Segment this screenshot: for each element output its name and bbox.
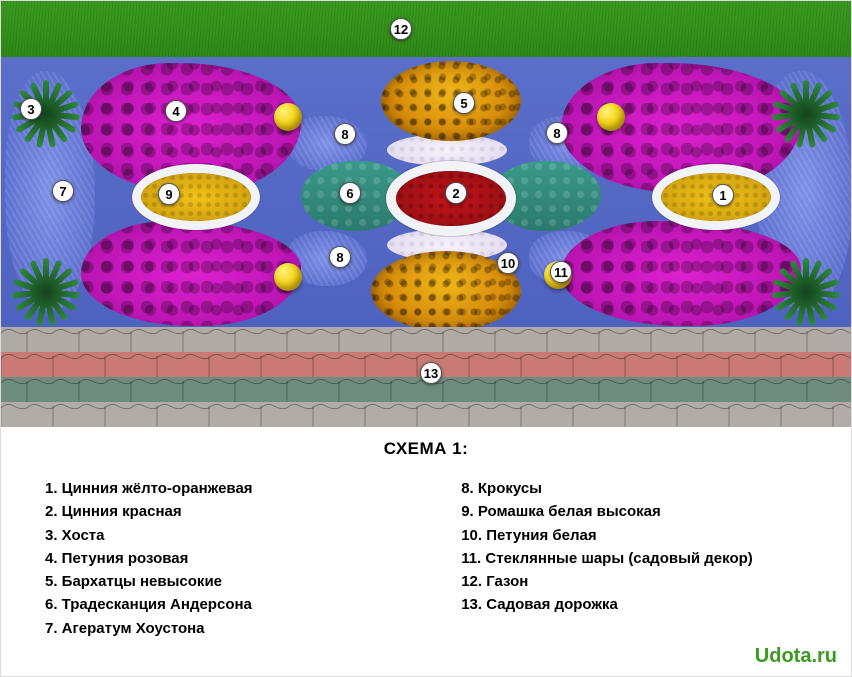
diagram-frame: 1234567888910111213 СХЕМА 1: 1. Цинния ж… <box>0 0 852 677</box>
legend-item: 7. Агератум Хоустона <box>45 617 429 640</box>
legend-item: 1. Цинния жёлто-оранжевая <box>45 477 429 500</box>
legend-item: 6. Традесканция Андерсона <box>45 593 429 616</box>
marigold-region <box>381 61 521 141</box>
legend-item: 8. Крокусы <box>461 477 807 500</box>
glass-ball-decor <box>274 103 302 131</box>
lawn-region <box>1 1 851 57</box>
legend-item: 4. Петуния розовая <box>45 547 429 570</box>
hosta-plant <box>771 79 841 149</box>
petunia-pink-region <box>561 63 801 193</box>
legend-item: 11. Стеклянные шары (садовый декор) <box>461 547 807 570</box>
plant-marker: 12 <box>390 18 412 40</box>
legend-item: 5. Бархатцы невысокие <box>45 570 429 593</box>
legend: СХЕМА 1: 1. Цинния жёлто-оранжевая2. Цин… <box>1 439 851 661</box>
legend-column-left: 1. Цинния жёлто-оранжевая2. Цинния красн… <box>45 477 429 640</box>
hosta-plant <box>771 257 841 327</box>
legend-title: СХЕМА 1: <box>45 439 807 459</box>
glass-ball-decor <box>274 263 302 291</box>
garden-illustration: 1234567888910111213 <box>1 1 851 429</box>
legend-item: 10. Петуния белая <box>461 524 807 547</box>
plant-marker: 7 <box>52 180 74 202</box>
plant-marker: 9 <box>158 183 180 205</box>
legend-item: 3. Хоста <box>45 524 429 547</box>
plant-marker: 4 <box>165 100 187 122</box>
plant-marker: 11 <box>550 261 572 283</box>
plant-marker: 2 <box>445 182 467 204</box>
hosta-plant <box>11 257 81 327</box>
legend-item: 13. Садовая дорожка <box>461 593 807 616</box>
plant-marker: 10 <box>497 252 519 274</box>
plant-marker: 3 <box>20 98 42 120</box>
petunia-pink-region <box>81 221 301 326</box>
plant-marker: 8 <box>329 246 351 268</box>
legend-item: 12. Газон <box>461 570 807 593</box>
legend-item: 2. Цинния красная <box>45 500 429 523</box>
tradescantia-region <box>491 161 601 231</box>
plant-marker: 8 <box>334 123 356 145</box>
plant-marker: 6 <box>339 182 361 204</box>
legend-column-right: 8. Крокусы9. Ромашка белая высокая10. Пе… <box>461 477 807 640</box>
paving-row <box>1 327 851 352</box>
watermark: Udota.ru <box>755 645 837 668</box>
plant-marker: 5 <box>453 92 475 114</box>
legend-item: 9. Ромашка белая высокая <box>461 500 807 523</box>
plant-marker: 13 <box>420 362 442 384</box>
petunia-pink-region <box>561 221 801 326</box>
glass-ball-decor <box>597 103 625 131</box>
plant-marker: 1 <box>712 184 734 206</box>
paving-row <box>1 402 851 427</box>
plant-marker: 8 <box>546 122 568 144</box>
